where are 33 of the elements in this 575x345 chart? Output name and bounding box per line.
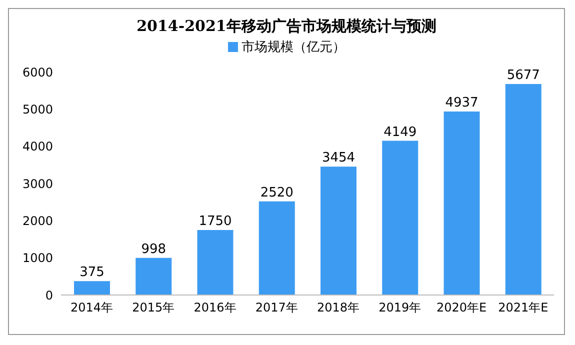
x-tick-label: 2014年 [70,300,114,315]
x-tick-label: 2020年E [436,300,487,315]
y-tick-label: 4000 [22,140,53,154]
data-label: 4149 [384,124,417,140]
bar [505,84,542,295]
y-tick-label: 1000 [22,251,53,266]
data-label: 5677 [506,68,540,84]
x-tick-label: 2017年 [255,300,298,315]
data-label: 2520 [260,185,294,200]
y-tick-label: 6000 [22,65,53,80]
x-tick-label: 2021年E [498,300,548,315]
x-tick-label: 2015年 [132,300,175,315]
bar [136,258,172,295]
data-label: 3454 [322,150,356,166]
data-label: 4937 [445,96,478,111]
data-label: 1750 [198,214,232,229]
y-tick-label: 5000 [22,102,53,116]
chart-title: 2014-2021年移动广告市场规模统计与预测 [136,17,438,36]
x-tick-label: 2016年 [194,300,236,315]
data-label: 375 [80,265,104,280]
y-tick-label: 3000 [22,176,53,191]
y-tick-label: 0 [45,288,53,302]
y-tick-label: 2000 [22,214,53,228]
x-tick-label: 2019年 [378,300,422,315]
bar [258,201,295,295]
x-tick-label: 2018年 [317,300,360,315]
bar [197,230,234,295]
legend-label: 市场规模（亿元） [240,39,346,56]
bar [320,166,356,295]
bar [382,140,418,295]
bar [444,112,480,295]
data-label: 998 [141,242,166,257]
bar [74,281,110,295]
